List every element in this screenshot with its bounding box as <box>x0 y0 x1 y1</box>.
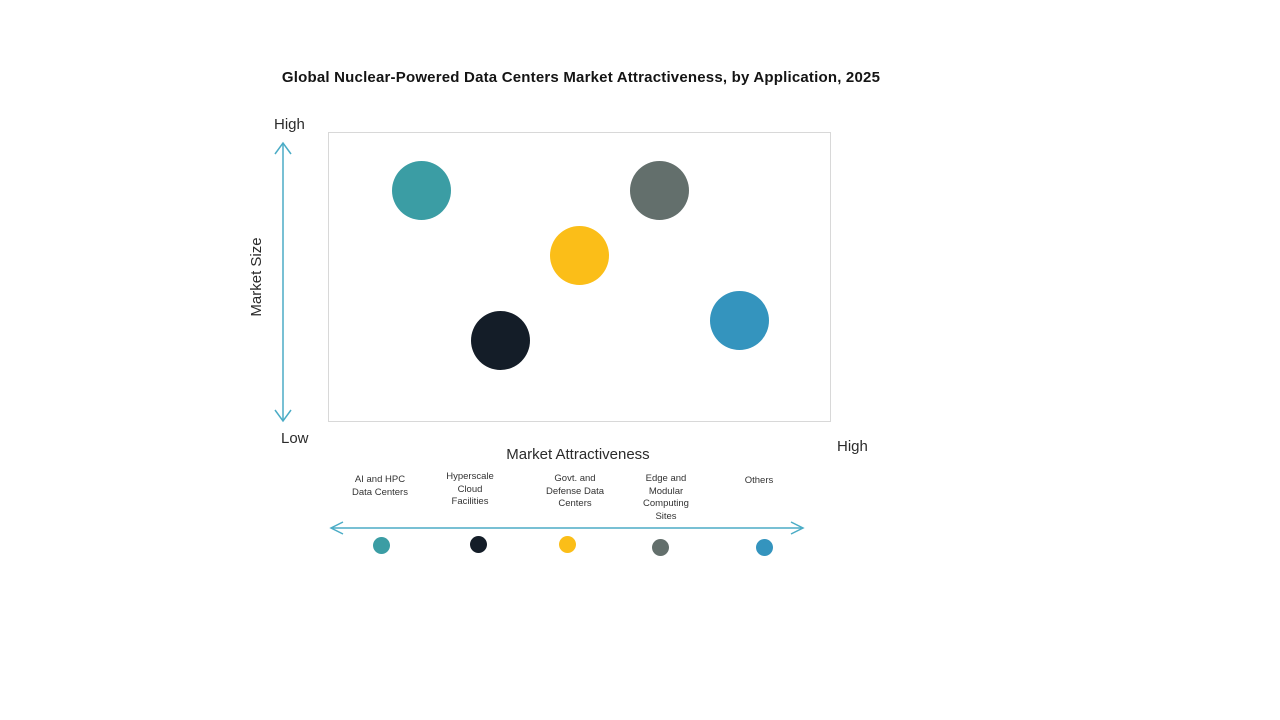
bubble-others <box>709 291 769 350</box>
legend-dot-edge-modular <box>651 538 669 556</box>
y-axis-title: Market Size <box>248 237 265 317</box>
legend-label-edge-modular: Edge and Modular Computing Sites <box>643 473 689 522</box>
bubble-hyperscale <box>471 311 531 371</box>
x-axis-title: Market Attractiveness <box>506 446 650 463</box>
legend-dot-others <box>755 538 773 556</box>
y-axis-low-label: Low <box>281 430 309 447</box>
bubble-ai-hpc <box>391 160 451 220</box>
x-axis-high-label: High <box>837 438 868 455</box>
legend-label-others: Others <box>744 475 774 486</box>
legend-dot-hyperscale <box>469 535 487 553</box>
bubble-govt-defense <box>550 225 609 285</box>
y-axis-high-label: High <box>274 116 305 133</box>
legend-dot-ai-hpc <box>372 536 390 554</box>
legend-label-hyperscale: Hyperscale Cloud Facilities <box>446 471 494 507</box>
y-axis-arrow-icon <box>274 141 292 423</box>
chart-title: Global Nuclear-Powered Data Centers Mark… <box>281 69 881 86</box>
legend-dot-govt-defense <box>558 535 576 553</box>
x-axis-arrow-icon <box>329 521 805 535</box>
bubble-edge-modular <box>629 160 689 220</box>
legend-label-ai-hpc: AI and HPC Data Centers <box>352 474 408 498</box>
legend-label-govt-defense: Govt. and Defense Data Centers <box>545 473 605 509</box>
